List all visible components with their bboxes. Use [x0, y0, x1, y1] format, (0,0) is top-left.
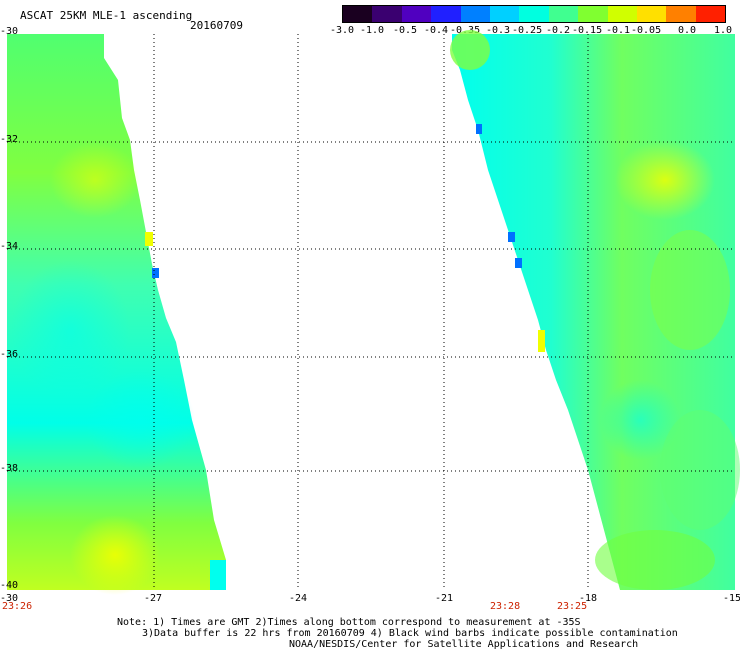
colorbar-label: -0.1 [606, 25, 631, 36]
lon-label: -30 [0, 593, 19, 604]
footer-note-2: 3)Data buffer is 22 hrs from 20160709 4)… [142, 628, 678, 639]
colorbar-label: 1.0 [714, 25, 733, 36]
colorbar [342, 5, 726, 23]
colorbar-label: -0.3 [486, 25, 511, 36]
colorbar-label: -0.05 [631, 25, 662, 36]
right-swath [450, 30, 740, 590]
product-title: ASCAT 25KM MLE-1 ascending [20, 9, 193, 22]
lon-label: -15 [723, 593, 740, 604]
colorbar-cell [431, 6, 461, 22]
colorbar-cell [666, 6, 696, 22]
blue-pixel [476, 124, 482, 134]
colorbar-cell [519, 6, 549, 22]
colorbar-cell [460, 6, 490, 22]
colorbar-cell [578, 6, 608, 22]
lon-label: -18 [579, 593, 598, 604]
footer-note-1: Note: 1) Times are GMT 2)Times along bot… [117, 617, 581, 628]
colorbar-label: -1.0 [360, 25, 385, 36]
time-label: 23:25 [557, 601, 588, 612]
time-label: 23:28 [490, 601, 521, 612]
colorbar-cell [607, 6, 637, 22]
colorbar-label: 0.0 [678, 25, 697, 36]
lat-label: -34 [0, 241, 19, 252]
colorbar-cell [695, 6, 726, 22]
colorbar-cell [636, 6, 667, 22]
colorbar-cell [489, 6, 520, 22]
blue-pixel [515, 258, 522, 268]
blue-pixel [152, 268, 159, 278]
colorbar-label: -0.5 [393, 25, 418, 36]
colorbar-label: -0.4 [424, 25, 449, 36]
colorbar-cell [372, 6, 402, 22]
lon-label: -24 [289, 593, 308, 604]
lat-label: -32 [0, 134, 19, 145]
colorbar-cell [401, 6, 432, 22]
colorbar-label: -3.0 [330, 25, 355, 36]
footer-credit: NOAA/NESDIS/Center for Satellite Applica… [289, 639, 639, 650]
colorbar-label: -0.35 [450, 25, 481, 36]
lat-label: -36 [0, 349, 19, 360]
colorbar-label: -0.15 [572, 25, 603, 36]
yellow-pixel [145, 232, 153, 246]
lat-label: -38 [0, 463, 19, 474]
colorbar-labels: -3.0 -1.0 -0.5 -0.4 -0.35 -0.3 -0.25 -0.… [330, 25, 740, 37]
time-label: 23:26 [2, 601, 33, 612]
product-date: 20160709 [190, 19, 243, 32]
lon-label: -21 [435, 593, 454, 604]
left-swath [7, 34, 226, 595]
colorbar-cell [548, 6, 579, 22]
colorbar-label: -0.25 [512, 25, 543, 36]
yellow-pixel [538, 330, 545, 352]
colorbar-label: -0.2 [546, 25, 571, 36]
lat-label: -40 [0, 580, 19, 591]
lon-label: -27 [144, 593, 163, 604]
graticule [7, 34, 735, 590]
blue-pixel [508, 232, 515, 242]
lat-label: -30 [0, 26, 19, 37]
colorbar-cell [343, 6, 373, 22]
